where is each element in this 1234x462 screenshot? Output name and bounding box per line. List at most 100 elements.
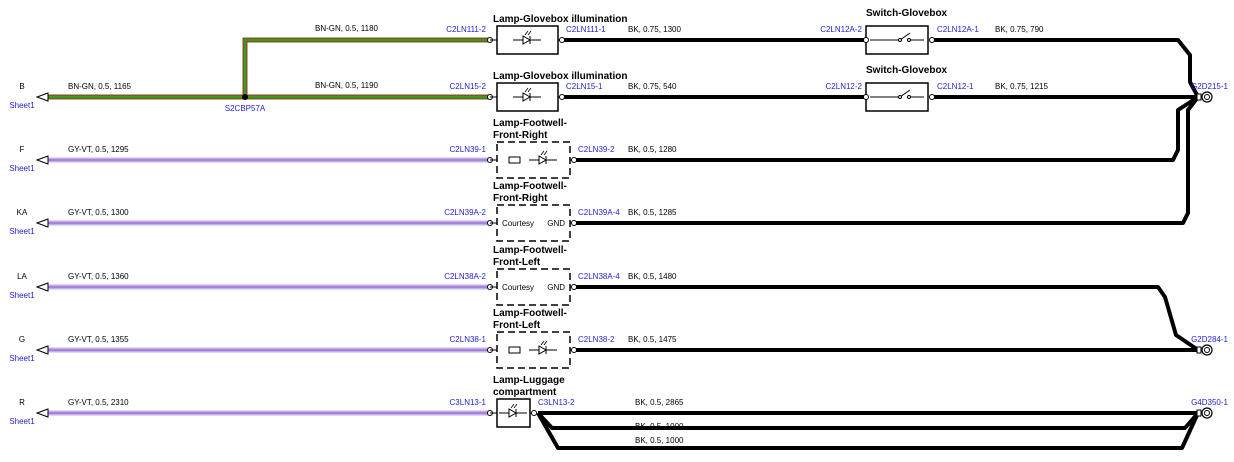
terminal: [35, 345, 49, 355]
label: Lamp-Footwell-: [493, 118, 567, 129]
label: G4D350-1: [1191, 398, 1228, 407]
ground-inner: [1204, 410, 1210, 416]
label: GY-VT, 0.5, 2310: [68, 398, 129, 407]
label: G: [19, 335, 25, 344]
ground-tab: [1196, 93, 1202, 101]
label: KA: [17, 208, 28, 217]
label: Front-Right: [493, 130, 548, 141]
switch-contact: [898, 95, 902, 99]
resistor: [508, 156, 521, 164]
ground-inner: [1204, 94, 1210, 100]
label: G2D215-1: [1191, 82, 1228, 91]
label: Lamp-Luggage: [493, 375, 565, 386]
label: LA: [17, 272, 27, 281]
label: G2D284-1: [1191, 335, 1228, 344]
diode-rays: [524, 30, 532, 36]
label: C2LN38A-4: [578, 272, 620, 281]
label: BK, 0.5, 1475: [628, 335, 677, 344]
label: C2LN39A-2: [444, 208, 486, 217]
label: Front-Right: [493, 193, 548, 204]
label: GY-VT, 0.5, 1295: [68, 145, 129, 154]
pin: [559, 94, 565, 100]
pin: [863, 37, 869, 43]
diode-rays: [510, 403, 518, 409]
label: Courtesy: [502, 219, 534, 228]
label: B: [19, 82, 24, 91]
label: BK, 0.75, 540: [628, 82, 677, 91]
terminal: [35, 408, 49, 418]
label: BN-GN, 0.5, 1190: [315, 81, 379, 90]
label: BK, 0.75, 1215: [995, 82, 1048, 91]
diode: [538, 345, 548, 355]
label: BN-GN, 0.5, 1165: [68, 82, 132, 91]
diode-rays: [524, 87, 532, 93]
label: C2LN12-1: [937, 82, 974, 91]
diode: [538, 155, 548, 165]
label: Lamp-Glovebox illumination: [493, 71, 627, 82]
pin: [531, 410, 537, 416]
label: C2LN111-1: [566, 25, 606, 34]
label: GND: [547, 219, 565, 228]
wire: [574, 95, 1200, 225]
wire-core: [244, 39, 490, 97]
diode-rays: [540, 340, 548, 346]
diode: [522, 35, 532, 45]
label: Sheet1: [9, 291, 35, 300]
pin: [559, 37, 565, 43]
ground: [1201, 344, 1213, 356]
label: C3LN13-1: [450, 398, 487, 407]
pin: [863, 94, 869, 100]
label: C3LN13-2: [538, 398, 575, 407]
label: F: [20, 145, 25, 154]
label: C2LN38A-2: [444, 272, 486, 281]
pin: [571, 220, 577, 226]
terminal: [35, 282, 49, 292]
resistor: [508, 346, 521, 354]
label: Switch-Glovebox: [866, 65, 948, 76]
ground-tab: [1196, 346, 1202, 354]
label: BK, 0.5, 1000: [635, 422, 684, 431]
pin: [571, 157, 577, 163]
label: Sheet1: [9, 101, 35, 110]
diode: [522, 92, 532, 102]
label: Lamp-Glovebox illumination: [493, 14, 627, 25]
label: Lamp-Footwell-: [493, 245, 567, 256]
pin: [571, 347, 577, 353]
switch-contact: [898, 38, 902, 42]
switch-contact: [907, 95, 911, 99]
label: BK, 0.5, 1480: [628, 272, 677, 281]
ground: [1201, 407, 1213, 419]
label: Switch-Glovebox: [866, 8, 948, 19]
label: GY-VT, 0.5, 1300: [68, 208, 129, 217]
ground: [1201, 91, 1213, 103]
label: Sheet1: [9, 164, 35, 173]
label: BN-GN, 0.5, 1180: [315, 24, 379, 33]
wire: [536, 412, 1200, 450]
pin: [929, 37, 935, 43]
ground-tab: [1196, 409, 1202, 417]
label: Courtesy: [502, 283, 534, 292]
wire: [536, 411, 1200, 430]
label: Sheet1: [9, 417, 35, 426]
wire: [574, 285, 1200, 352]
wire: [932, 38, 1200, 98]
label: BK, 0.5, 2865: [635, 398, 684, 407]
label: BK, 0.75, 1300: [628, 25, 681, 34]
ground-inner: [1204, 347, 1210, 353]
terminal: [35, 92, 49, 102]
label: C2LN111-2: [446, 25, 486, 34]
label: Sheet1: [9, 227, 35, 236]
label: C2LN39A-4: [578, 208, 620, 217]
label: Lamp-Footwell-: [493, 308, 567, 319]
label: R: [19, 398, 25, 407]
switch-contact: [907, 38, 911, 42]
label: Front-Left: [493, 320, 541, 331]
label: C2LN15-2: [450, 82, 487, 91]
component-box: [496, 268, 571, 306]
label: compartment: [493, 387, 557, 398]
diode: [508, 408, 518, 418]
wires: [536, 38, 1200, 450]
label: BK, 0.5, 1285: [628, 208, 677, 217]
label: BK, 0.5, 1000: [635, 436, 684, 445]
